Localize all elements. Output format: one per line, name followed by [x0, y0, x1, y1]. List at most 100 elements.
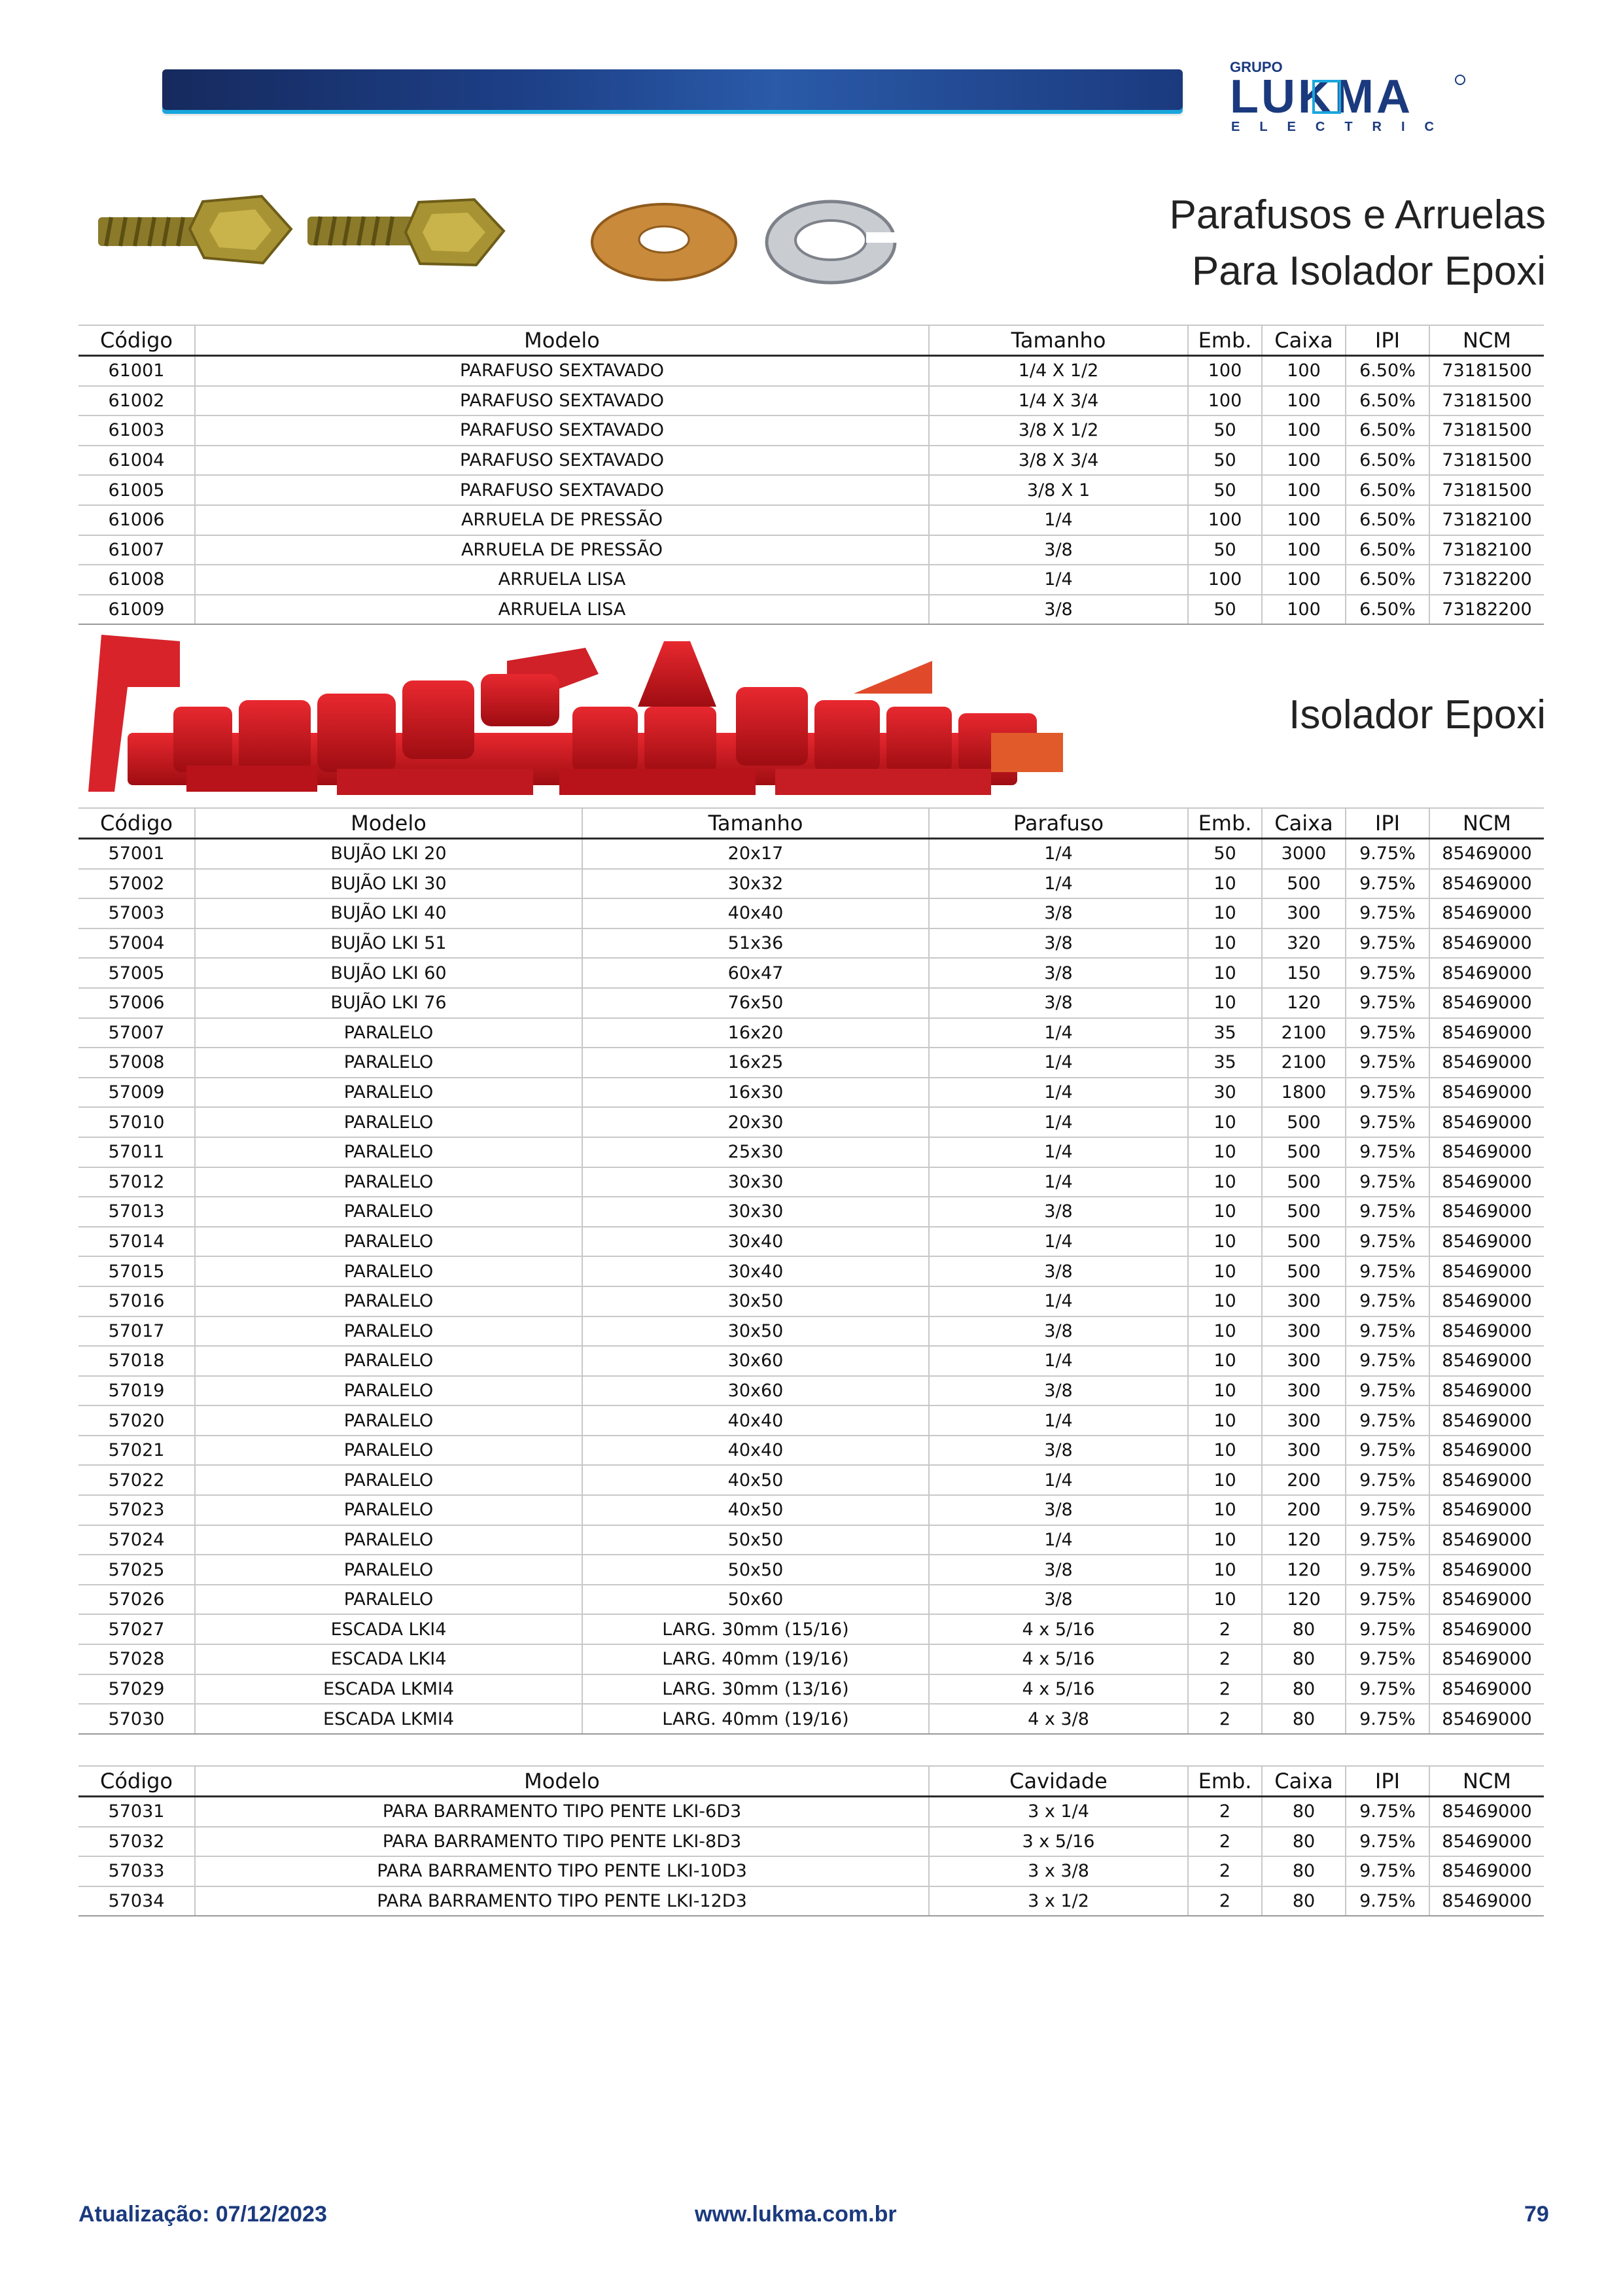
- table-cell: PARALELO: [195, 1525, 583, 1556]
- table-cell: 4 x 5/16: [929, 1644, 1189, 1675]
- table-cell: 10: [1188, 1197, 1263, 1227]
- table-cell: 300: [1262, 1435, 1346, 1466]
- table-row: 61003 PARAFUSO SEXTAVADO 3/8 X 1/2 50 100 6.5…: [79, 415, 1544, 446]
- table-cell: 3/8: [929, 594, 1189, 626]
- table-cell: 9.75%: [1346, 1525, 1430, 1556]
- table-cell: 85469000: [1429, 1644, 1544, 1675]
- table-cell: 9.75%: [1346, 1048, 1430, 1078]
- column-header: Modelo: [195, 325, 930, 357]
- table-cell: 2100: [1262, 1048, 1346, 1078]
- table-cell: 85469000: [1429, 1614, 1544, 1646]
- table-row: 57023 PARALELO 40x50 3/8 10 200 9.75% 85469000: [79, 1495, 1544, 1526]
- table-cell: 76x50: [582, 987, 930, 1019]
- table-cell: 61008: [79, 565, 196, 595]
- table-cell: 50: [1188, 445, 1263, 476]
- flat-washer-icon: [591, 203, 737, 281]
- table-cell: 30x50: [582, 1286, 930, 1317]
- table-cell: 57025: [79, 1555, 196, 1585]
- table-cell: BUJÃO LKI 51: [195, 928, 583, 959]
- table-cell: 2: [1188, 1796, 1263, 1828]
- table-cell: 1/4: [929, 868, 1189, 900]
- footer-website-link[interactable]: www.lukma.com.br: [695, 2202, 897, 2227]
- table-cell: ARRUELA DE PRESSÃO: [195, 535, 930, 566]
- table-cell: 9.75%: [1346, 1465, 1430, 1496]
- table-row: 57007 PARALELO 16x20 1/4 35 2100 9.75% 85469000: [79, 1017, 1544, 1049]
- table-cell: 3/8: [929, 1316, 1189, 1347]
- table-cell: 50x50: [582, 1525, 930, 1556]
- table-cell: 61007: [79, 535, 196, 566]
- table-cell: 9.75%: [1346, 1435, 1430, 1466]
- isolador-table: Código Modelo Tamanho Parafuso Emb. Caixa IPI N…: [79, 807, 1544, 1735]
- table-cell: 57022: [79, 1465, 196, 1496]
- table-cell: 57005: [79, 958, 196, 989]
- table-cell: 50x50: [582, 1555, 930, 1585]
- table-cell: 6.50%: [1346, 355, 1430, 387]
- table-cell: 10: [1188, 1465, 1263, 1496]
- table-cell: 57011: [79, 1137, 196, 1168]
- table-cell: 85469000: [1429, 1048, 1544, 1078]
- table-cell: 85469000: [1429, 1584, 1544, 1616]
- table-cell: 85469000: [1429, 1226, 1544, 1258]
- table-cell: 100: [1188, 504, 1263, 536]
- table-cell: 73181500: [1429, 355, 1544, 387]
- table-cell: 9.75%: [1346, 1077, 1430, 1108]
- table-row: 61007 ARRUELA DE PRESSÃO 3/8 50 100 6.50% 7318…: [79, 535, 1544, 566]
- table-cell: 73182100: [1429, 535, 1544, 566]
- table-row: 57003 BUJÃO LKI 40 40x40 3/8 10 300 9.75% 85469…: [79, 898, 1544, 929]
- table-cell: 10: [1188, 1405, 1263, 1436]
- table-cell: 57026: [79, 1584, 196, 1616]
- table-row: 57030 ESCADA LKMI4 LARG. 40mm (19/16) 4 x 3…: [79, 1704, 1544, 1735]
- table-cell: 57014: [79, 1226, 196, 1258]
- table-row: 57027 ESCADA LKI4 LARG. 30mm (15/16) 4 x 5/…: [79, 1614, 1544, 1646]
- table-cell: 57034: [79, 1886, 196, 1917]
- column-header: Modelo: [195, 1765, 930, 1797]
- table-cell: PARA BARRAMENTO TIPO PENTE LKI-6D3: [195, 1796, 930, 1828]
- table-cell: 2: [1188, 1886, 1263, 1917]
- table-cell: 85469000: [1429, 1704, 1544, 1735]
- table-row: 57019 PARALELO 30x60 3/8 10 300 9.75% 85469000: [79, 1375, 1544, 1407]
- column-header: IPI: [1346, 807, 1430, 839]
- table-cell: 9.75%: [1346, 987, 1430, 1019]
- table-cell: 61009: [79, 594, 196, 626]
- table-cell: 1/4: [929, 1525, 1189, 1556]
- table-cell: 9.75%: [1346, 1375, 1430, 1407]
- table-cell: PARALELO: [195, 1346, 583, 1377]
- table-row: 57006 BUJÃO LKI 76 76x50 3/8 10 120 9.75% 85469…: [79, 987, 1544, 1019]
- table-cell: 85469000: [1429, 1077, 1544, 1108]
- table-cell: 35: [1188, 1048, 1263, 1078]
- table-cell: 30x60: [582, 1346, 930, 1377]
- table-cell: PARALELO: [195, 1316, 583, 1347]
- table-row: 57024 PARALELO 50x50 1/4 10 120 9.75% 85469000: [79, 1525, 1544, 1556]
- table-cell: 1/4 X 3/4: [929, 385, 1189, 417]
- table-cell: 10: [1188, 928, 1263, 959]
- table-cell: 9.75%: [1346, 1107, 1430, 1138]
- lock-washer-icon: [765, 200, 899, 285]
- table-row: 57016 PARALELO 30x50 1/4 10 300 9.75% 85469000: [79, 1286, 1544, 1317]
- table-row: 57004 BUJÃO LKI 51 51x36 3/8 10 320 9.75% 85469…: [79, 928, 1544, 959]
- table-cell: 10: [1188, 1167, 1263, 1198]
- table-cell: PARALELO: [195, 1048, 583, 1078]
- table-cell: 1/4: [929, 504, 1189, 536]
- table-cell: 1/4 X 1/2: [929, 355, 1189, 387]
- column-header: IPI: [1346, 1765, 1430, 1797]
- table-cell: 9.75%: [1346, 1167, 1430, 1198]
- table-cell: 60x47: [582, 958, 930, 989]
- barramento-table: Código Modelo Cavidade Emb. Caixa IPI NCM 5703…: [79, 1765, 1544, 1917]
- table-row: 57022 PARALELO 40x50 1/4 10 200 9.75% 85469000: [79, 1465, 1544, 1496]
- table-cell: 40x50: [582, 1465, 930, 1496]
- table-cell: 10: [1188, 1525, 1263, 1556]
- column-header: Código: [79, 325, 196, 357]
- table-row: 57031 PARA BARRAMENTO TIPO PENTE LKI-6D3 3…: [79, 1796, 1544, 1828]
- hex-bolt-icon: [98, 194, 293, 265]
- table-cell: 9.75%: [1346, 1555, 1430, 1585]
- svg-text:LUKMA: LUKMA: [1230, 71, 1413, 123]
- table-cell: 57023: [79, 1495, 196, 1526]
- table-cell: 120: [1262, 1525, 1346, 1556]
- column-header: Caixa: [1262, 1765, 1346, 1797]
- table-cell: 6.50%: [1346, 385, 1430, 417]
- table-cell: 9.75%: [1346, 1286, 1430, 1317]
- table-cell: 80: [1262, 1674, 1346, 1705]
- table-cell: 50: [1188, 594, 1263, 626]
- table-cell: 4 x 5/16: [929, 1614, 1189, 1646]
- table-row: 61004 PARAFUSO SEXTAVADO 3/8 X 3/4 50 100 6.5…: [79, 445, 1544, 476]
